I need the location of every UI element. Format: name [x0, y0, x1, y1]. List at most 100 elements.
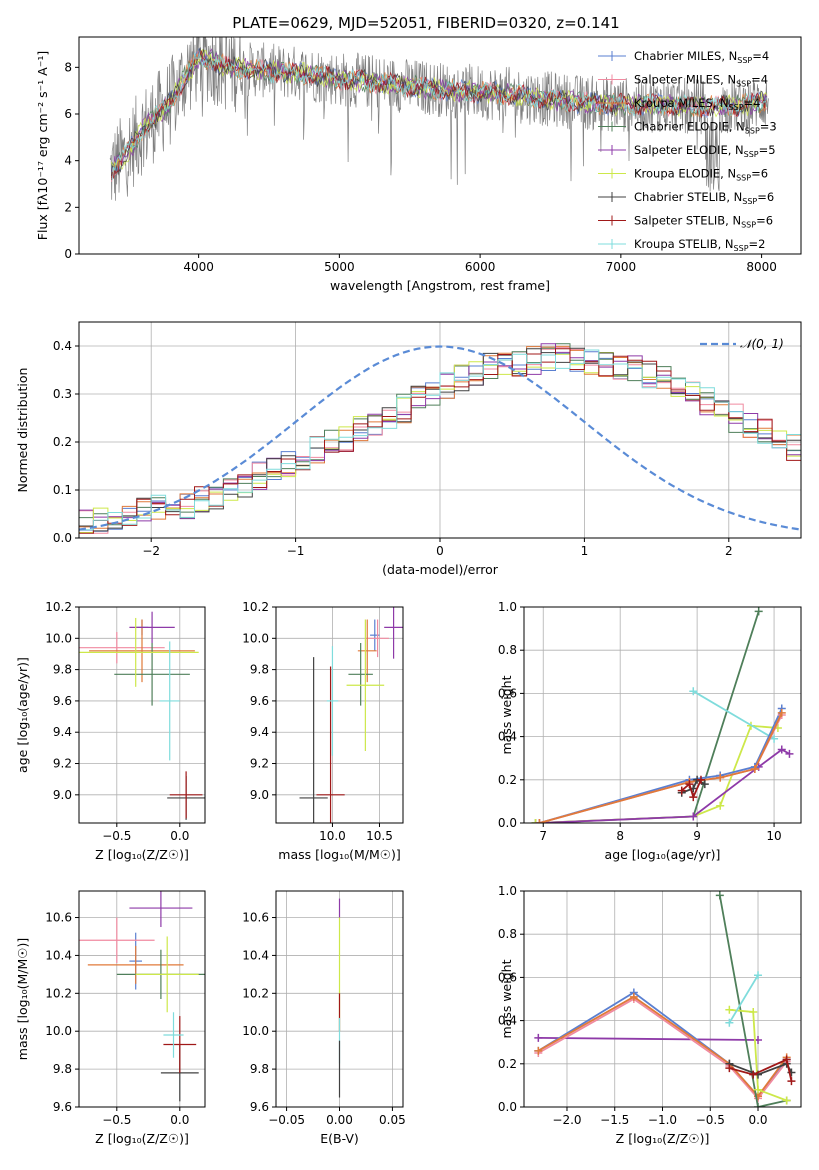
mass-weight-marker	[777, 708, 786, 717]
histogram-step	[79, 347, 801, 534]
plot-area-age_vs_Z	[79, 611, 205, 820]
ytick-label-mass_vs_Z: 10.6	[45, 911, 72, 925]
mass-weight-marker	[677, 786, 686, 795]
xtick-label-weight_vs_Z: −1.5	[600, 1113, 629, 1127]
ytick-label-mass_vs_ebv: 9.6	[250, 1100, 269, 1114]
ytick-label-weight_vs_Z: 1.0	[498, 884, 517, 898]
mass-weight-marker	[750, 765, 759, 773]
xtick-label-mass_vs_ebv: 0.05	[379, 1113, 406, 1127]
xtick-label-age_vs_Z: 0.0	[170, 829, 189, 843]
panel-age_vs_mass: 10.0 10.5 9.0 9.2 9.4 9.6 9.8 10.0 10.2 mass [log…	[242, 600, 404, 862]
ytick-label-age_vs_mass: 10.0	[242, 631, 269, 645]
plot-area-spectrum	[109, 37, 769, 201]
model-spectrum-line	[111, 52, 768, 181]
frame-spectrum	[78, 36, 802, 255]
xtick-label-residuals: −2	[142, 544, 160, 558]
legend-entry: Salpeter MILES, NSSP=4	[634, 73, 768, 89]
ytick-label-weight_vs_Z: 0.4	[498, 1014, 517, 1028]
ytick-label-age_vs_mass: 10.2	[242, 600, 269, 614]
mass-weight-marker	[777, 745, 786, 754]
mass-weight-marker	[782, 1055, 791, 1064]
ytick-label-weight_vs_age: 0.2	[498, 773, 517, 787]
mass-weight-line	[729, 1058, 793, 1082]
plot-area-weight_vs_age	[531, 607, 794, 823]
mass-weight-line	[692, 690, 775, 740]
ytick-label-age_vs_mass: 9.2	[250, 757, 269, 771]
ylabel-weight_vs_age: mass weight	[499, 675, 514, 754]
legend-entry: Kroupa STELIB, NSSP=2	[634, 237, 765, 253]
mass-weight-marker	[716, 801, 725, 810]
xtick-label-age_vs_Z: −0.5	[102, 829, 131, 843]
xtick-label-weight_vs_Z: 0.0	[748, 1113, 767, 1127]
xtick-label-spectrum: 5000	[324, 260, 355, 274]
xtick-label-weight_vs_age: 8	[616, 829, 624, 843]
mass-weight-marker	[725, 1018, 734, 1027]
ytick-label-age_vs_Z: 9.8	[53, 663, 72, 677]
ytick-label-age_vs_Z: 9.2	[53, 757, 72, 771]
xtick-label-weight_vs_Z: −1.0	[648, 1113, 677, 1127]
mass-weight-marker	[696, 775, 705, 784]
histogram-step	[79, 349, 801, 531]
legend-entry: Chabrier ELODIE, NSSP=3	[634, 120, 777, 136]
panel-weight_vs_age: 7 8 9 10 0.0 0.2 0.4 0.6 0.8 1.0 age [log₁₀(age/yr…	[498, 600, 802, 862]
xtick-label-spectrum: 4000	[183, 260, 214, 274]
xlabel-weight_vs_age: age [log₁₀(age/yr)]	[605, 847, 721, 862]
mass-weight-marker	[725, 1064, 734, 1073]
xlabel-age_vs_mass: mass [log₁₀(M/M☉)]	[278, 847, 400, 862]
ytick-label-age_vs_mass: 9.6	[250, 694, 269, 708]
ylabel-weight_vs_Z: mass weight	[499, 959, 514, 1038]
xtick-label-residuals: 0	[436, 544, 444, 558]
xlabel-residuals: (data-model)/error	[382, 562, 499, 577]
xtick-label-age_vs_mass: 10.0	[319, 829, 346, 843]
chart-root: 4000 5000 6000 7000 8000 0 2 4 6 8 wavelength [Ang…	[15, 36, 802, 1146]
mass-weight-marker	[787, 1077, 796, 1086]
mass-weight-marker	[785, 749, 794, 758]
ytick-label-residuals: 0.0	[53, 531, 72, 545]
ytick-label-weight_vs_age: 0.0	[498, 816, 517, 830]
ytick-label-weight_vs_Z: 0.6	[498, 970, 517, 984]
mass-weight-marker	[754, 1103, 763, 1107]
xtick-label-mass_vs_Z: 0.0	[170, 1113, 189, 1127]
xtick-label-residuals: 2	[725, 544, 733, 558]
mass-weight-marker	[782, 1096, 791, 1105]
panel-mass_vs_ebv: −0.05 0.00 0.05 9.6 9.8 10.0 10.2 10.4 10.6 E(B-V…	[242, 890, 406, 1146]
ytick-label-residuals: 0.2	[53, 435, 72, 449]
xtick-label-mass_vs_Z: −0.5	[102, 1113, 131, 1127]
panel-weight_vs_Z: −2.0 −1.5 −1.0 −0.5 0.0 0.0 0.2 0.4 0.6 0.8 1.0 Z […	[498, 884, 802, 1146]
mass-weight-line	[728, 974, 759, 1024]
figure-title: PLATE=0629, MJD=52051, FIBERID=0320, z=0…	[232, 14, 619, 32]
xtick-label-age_vs_mass: 10.5	[366, 829, 393, 843]
ytick-label-residuals: 0.4	[53, 339, 72, 353]
mass-weight-marker	[629, 992, 638, 1001]
ytick-label-weight_vs_age: 0.4	[498, 730, 517, 744]
ytick-label-spectrum: 8	[64, 60, 72, 74]
xtick-label-weight_vs_Z: −0.5	[696, 1113, 725, 1127]
ytick-label-mass_vs_Z: 9.8	[53, 1062, 72, 1076]
xtick-label-weight_vs_Z: −2.0	[552, 1113, 581, 1127]
frame-weight_vs_age	[523, 606, 802, 824]
xlabel-age_vs_Z: Z [log₁₀(Z/Z☉)]	[95, 847, 189, 862]
mass-weight-line	[535, 724, 778, 823]
mass-weight-marker	[754, 1085, 763, 1094]
ytick-label-age_vs_mass: 9.8	[250, 663, 269, 677]
panel-residuals: −2 −1 0 1 2 0.0 0.1 0.2 0.3 0.4 (data-model)/error…	[15, 321, 802, 577]
ytick-label-spectrum: 6	[64, 107, 72, 121]
mass-weight-marker	[754, 971, 763, 980]
legend-entry: Chabrier STELIB, NSSP=6	[634, 190, 774, 206]
mass-weight-line	[539, 712, 783, 823]
legend-entry: Kroupa ELODIE, NSSP=6	[634, 167, 768, 183]
ylabel-age_vs_Z: age [log₁₀(age/yr)]	[15, 657, 30, 773]
xtick-label-mass_vs_ebv: 0.00	[326, 1113, 353, 1127]
mass-weight-line	[538, 1037, 759, 1041]
mass-weight-marker	[534, 1033, 543, 1042]
ytick-label-mass_vs_ebv: 10.0	[242, 1024, 269, 1038]
legend-entry: Chabrier MILES, NSSP=4	[634, 49, 769, 65]
ytick-label-mass_vs_Z: 10.0	[45, 1024, 72, 1038]
ytick-label-age_vs_mass: 9.0	[250, 788, 269, 802]
ytick-label-age_vs_Z: 10.0	[45, 631, 72, 645]
xtick-label-weight_vs_age: 10	[766, 829, 781, 843]
ylabel-spectrum: Flux [fλ10⁻¹⁷ erg cm⁻² s⁻¹ A⁻¹]	[35, 51, 50, 240]
mass-weight-marker	[531, 819, 540, 823]
ytick-label-weight_vs_Z: 0.8	[498, 927, 517, 941]
